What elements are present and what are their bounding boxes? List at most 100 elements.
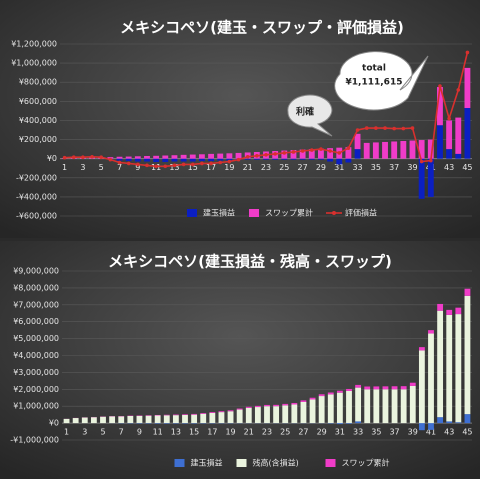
bar <box>182 414 188 415</box>
point <box>108 157 113 162</box>
point <box>145 163 149 168</box>
bar <box>72 418 79 424</box>
bar <box>299 149 306 159</box>
bar <box>437 303 444 311</box>
bar <box>290 158 297 160</box>
bar <box>391 386 398 390</box>
bar <box>355 384 362 388</box>
bar <box>428 330 434 334</box>
x-tick-label: 37 <box>389 428 399 437</box>
x-tick-label: 33 <box>352 163 362 172</box>
bar <box>136 423 143 424</box>
bar <box>464 288 471 296</box>
point <box>383 126 387 130</box>
bar <box>346 390 352 424</box>
bar <box>163 415 170 424</box>
bar <box>427 158 434 197</box>
point <box>126 161 131 166</box>
bar <box>455 422 462 424</box>
bar <box>291 404 298 424</box>
bar <box>134 158 141 162</box>
y-tick-label: ¥1,000,000 <box>11 59 57 68</box>
bar <box>382 141 388 159</box>
bar <box>144 155 150 159</box>
x-tick-label: 35 <box>371 163 381 172</box>
bar <box>226 158 233 161</box>
bar <box>273 404 280 407</box>
bar <box>254 407 261 424</box>
bar <box>391 141 398 159</box>
legend-label: 建玉損益 <box>191 458 223 468</box>
point <box>190 162 195 167</box>
legend-label: スワップ累計 <box>342 458 390 468</box>
x-tick-label: 29 <box>316 163 326 172</box>
bar <box>354 149 361 159</box>
bar <box>346 388 352 391</box>
bar <box>116 156 123 159</box>
point <box>355 128 360 132</box>
bar <box>400 389 407 424</box>
bar <box>172 415 179 424</box>
bar <box>218 411 225 413</box>
bar <box>218 412 225 424</box>
bar <box>235 152 242 159</box>
annotations: 利確 total ¥1,111,615 <box>287 51 429 137</box>
bar <box>182 423 188 424</box>
bar <box>336 390 343 393</box>
x-tick-label: 9 <box>137 428 142 437</box>
bar <box>172 414 179 416</box>
bar <box>309 399 316 424</box>
bar <box>409 385 416 424</box>
x-tick-label: 25 <box>279 163 289 172</box>
bar <box>327 158 334 162</box>
point <box>456 88 461 92</box>
annotation: total <box>362 64 386 74</box>
point <box>99 155 103 160</box>
x-tick-label: 5 <box>99 163 104 172</box>
bar <box>282 403 289 406</box>
bar <box>418 140 425 159</box>
point <box>419 159 424 164</box>
legend-swatch <box>236 459 247 467</box>
bar <box>162 155 169 159</box>
y-tick-label: ¥2,000,000 <box>13 385 59 394</box>
callout <box>334 51 429 111</box>
x-tick-label: 37 <box>389 163 399 172</box>
bar <box>125 158 132 162</box>
bar <box>336 423 343 425</box>
bar <box>153 155 160 159</box>
y-tick-label: ¥600,000 <box>19 97 57 106</box>
bar <box>355 387 362 422</box>
x-tick-label: 45 <box>462 163 472 172</box>
y-tick-label: -¥400,000 <box>16 192 57 201</box>
bar <box>355 421 362 424</box>
bar <box>171 155 178 159</box>
bar <box>427 139 434 159</box>
legend-swatch <box>332 211 336 215</box>
point <box>465 50 470 55</box>
bar <box>100 416 106 424</box>
x-tick-label: 21 <box>243 163 253 172</box>
point <box>154 164 158 169</box>
x-tick-label: 45 <box>462 428 472 437</box>
bar <box>200 413 207 424</box>
bar <box>464 67 471 109</box>
annotation: ¥1,111,615 <box>346 78 403 88</box>
point <box>429 158 433 163</box>
bar <box>455 307 462 315</box>
bar <box>189 158 196 162</box>
point <box>346 146 351 150</box>
bar <box>327 392 334 395</box>
bar <box>336 158 343 165</box>
bar <box>290 150 297 159</box>
bar <box>209 412 216 413</box>
bar <box>281 158 288 160</box>
panel <box>0 0 480 238</box>
bar <box>191 423 198 424</box>
point <box>447 116 451 121</box>
bar <box>372 142 379 159</box>
bar <box>191 413 198 415</box>
bar <box>154 423 161 424</box>
bar <box>118 416 125 424</box>
bar <box>63 418 70 424</box>
